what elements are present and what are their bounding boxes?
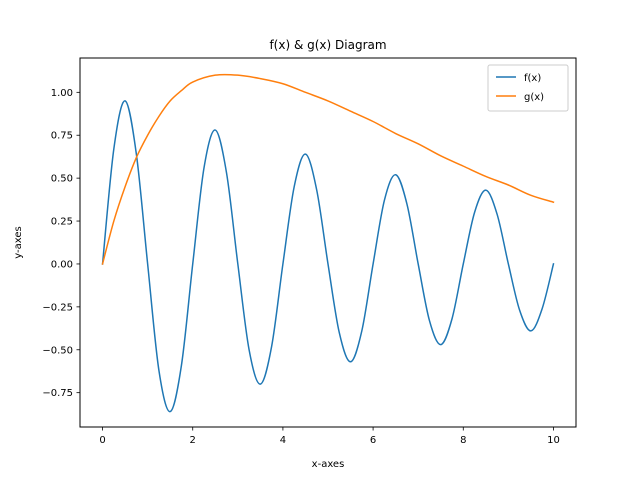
- axes-background: [80, 58, 576, 427]
- legend-label-1: f(x): [524, 73, 541, 84]
- chart-title: f(x) & g(x) Diagram: [269, 38, 386, 52]
- y-tick-label: −0.50: [42, 345, 73, 356]
- series-line-1: [101, 100, 555, 413]
- x-tick-label: 2: [190, 435, 196, 446]
- x-axis-label: x-axes: [312, 459, 345, 470]
- y-axis: −0.75 −0.50 −0.25 0.00 0.25 0.50 0.75 1.00: [42, 88, 80, 399]
- axes-frame: [79, 57, 577, 428]
- series-layer: [101, 73, 555, 413]
- y-tick-label: 0.25: [51, 217, 73, 228]
- y-tick-label: −0.25: [42, 302, 73, 313]
- legend-label-2: g(x): [524, 92, 544, 103]
- y-tick-label: 0.00: [51, 259, 73, 270]
- y-tick-label: −0.75: [42, 388, 73, 399]
- y-tick-label: 0.75: [51, 131, 73, 142]
- x-tick-label: 4: [280, 435, 286, 446]
- series-line-2: [101, 73, 555, 265]
- y-tick-label: 1.00: [51, 88, 73, 99]
- x-tick-label: 10: [547, 435, 560, 446]
- x-tick-label: 8: [460, 435, 466, 446]
- plot-area: [79, 57, 577, 428]
- x-tick-label: 0: [99, 435, 105, 446]
- x-axis: 0 2 4 6 8 10: [99, 427, 560, 446]
- legend-box: [487, 64, 569, 112]
- legend: f(x) g(x): [487, 64, 569, 112]
- x-tick-label: 6: [370, 435, 376, 446]
- y-axis-label: y-axes: [13, 226, 24, 258]
- y-tick-label: 0.50: [51, 174, 73, 185]
